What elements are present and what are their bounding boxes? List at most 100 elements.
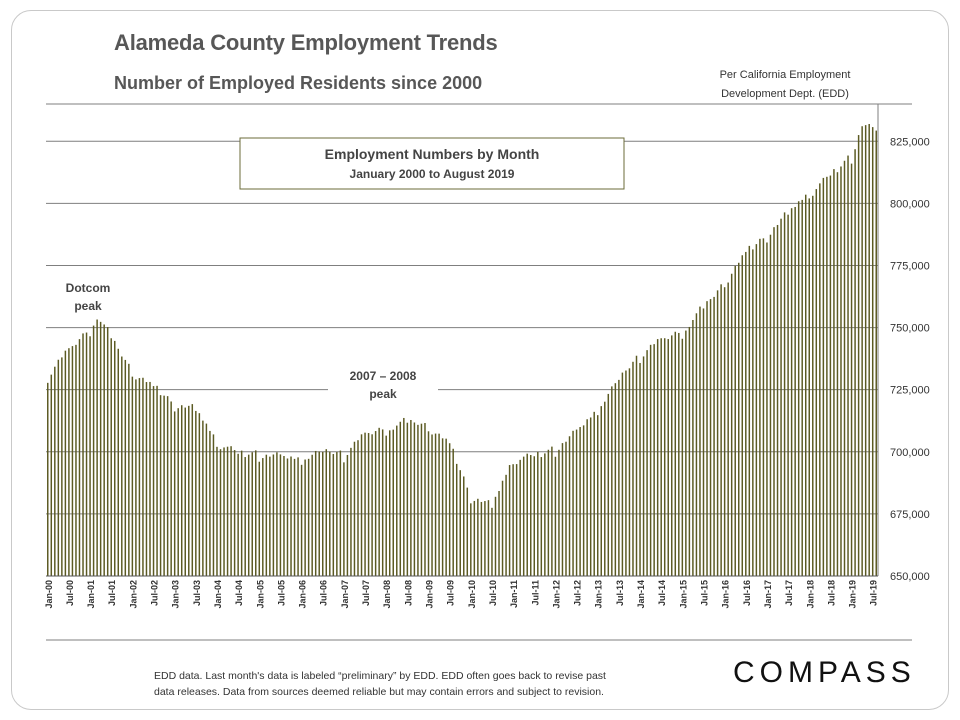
x-tick-label: Jan-18	[805, 580, 815, 609]
bar	[85, 332, 88, 576]
x-tick-label: Jul-15	[699, 580, 709, 606]
bar	[530, 455, 532, 576]
bar	[99, 321, 102, 576]
bar	[237, 453, 239, 576]
bar	[212, 434, 215, 576]
bar	[441, 438, 444, 576]
bar	[159, 395, 162, 576]
bar	[804, 194, 807, 577]
bar	[745, 251, 747, 576]
bar	[671, 335, 673, 576]
bar	[649, 344, 652, 576]
bar	[396, 425, 398, 576]
bar	[596, 415, 599, 576]
bar	[843, 160, 846, 576]
x-tick-label: Jul-06	[319, 580, 329, 606]
chart-title: Employment Numbers by Month	[325, 146, 540, 162]
bar	[455, 463, 458, 576]
source-line-1: Per California Employment	[719, 69, 851, 81]
bar	[776, 224, 779, 577]
source-line-2: Development Dept. (EDD)	[721, 88, 849, 100]
bar	[247, 454, 250, 576]
x-tick-label: Jan-02	[128, 580, 138, 609]
bar	[173, 411, 176, 576]
bar	[318, 451, 320, 576]
x-tick-label: Jan-07	[340, 580, 350, 609]
bar	[769, 234, 772, 576]
bar	[272, 454, 275, 576]
bar	[103, 324, 105, 576]
bar	[699, 306, 701, 576]
bar	[332, 454, 335, 576]
bar	[142, 377, 144, 576]
bar	[314, 450, 317, 576]
bar	[322, 451, 324, 576]
bar	[420, 423, 423, 576]
bar	[508, 465, 511, 576]
bar	[484, 501, 486, 576]
bar	[762, 238, 765, 576]
chart-frame	[11, 10, 949, 710]
chart-subtitle: January 2000 to August 2019	[350, 167, 515, 181]
bar	[406, 422, 409, 576]
chart-title-box	[239, 137, 625, 190]
y-tick-label: 800,000	[890, 198, 930, 210]
bar	[674, 331, 677, 576]
bar	[251, 452, 253, 576]
bar	[311, 454, 313, 576]
bar	[54, 366, 56, 576]
x-tick-label: Jul-19	[869, 580, 879, 606]
bar	[466, 487, 469, 576]
bar	[226, 446, 229, 576]
bar	[829, 175, 832, 577]
bar	[547, 449, 550, 576]
x-tick-label: Jul-09	[446, 580, 456, 606]
bar	[427, 431, 430, 576]
x-tick-label: Jan-13	[594, 580, 604, 609]
bar	[300, 464, 303, 576]
bar	[565, 441, 567, 576]
bar	[868, 124, 870, 576]
bar	[512, 464, 514, 576]
x-tick-label: Jul-17	[784, 580, 794, 606]
bar	[741, 255, 744, 576]
bar	[646, 350, 648, 576]
bar	[752, 249, 754, 576]
bar	[738, 262, 740, 576]
x-tick-label: Jan-03	[171, 580, 181, 609]
x-tick-label: Jan-16	[721, 580, 731, 609]
bar	[258, 461, 261, 576]
footnote-line-2: data releases. Data from sources deemed …	[154, 686, 604, 698]
bar	[145, 382, 148, 576]
bar	[325, 449, 328, 576]
bar	[388, 430, 391, 576]
x-tick-label: Jan-06	[298, 580, 308, 609]
bar	[773, 227, 775, 577]
bar	[498, 491, 500, 576]
bar	[290, 456, 292, 576]
bar	[537, 451, 539, 576]
bar	[572, 430, 574, 576]
bar	[50, 374, 53, 576]
bar	[399, 421, 402, 576]
bar	[269, 456, 271, 576]
x-tick-label: Jul-16	[742, 580, 752, 606]
bar	[223, 447, 225, 576]
bar	[417, 424, 419, 576]
bar	[304, 459, 306, 576]
x-tick-label: Jul-13	[615, 580, 625, 606]
bar	[551, 446, 553, 576]
bar	[202, 420, 204, 576]
bar	[519, 459, 521, 576]
bar	[121, 356, 123, 576]
y-tick-label: 700,000	[890, 447, 930, 459]
x-tick-label: Jul-18	[826, 580, 836, 606]
bar	[692, 320, 694, 576]
peak-2007-label-line2: peak	[369, 387, 397, 401]
bar	[783, 212, 786, 576]
bar	[847, 155, 849, 577]
bar	[124, 359, 127, 576]
bar	[618, 379, 620, 576]
bar	[663, 338, 666, 576]
bar	[114, 340, 116, 576]
